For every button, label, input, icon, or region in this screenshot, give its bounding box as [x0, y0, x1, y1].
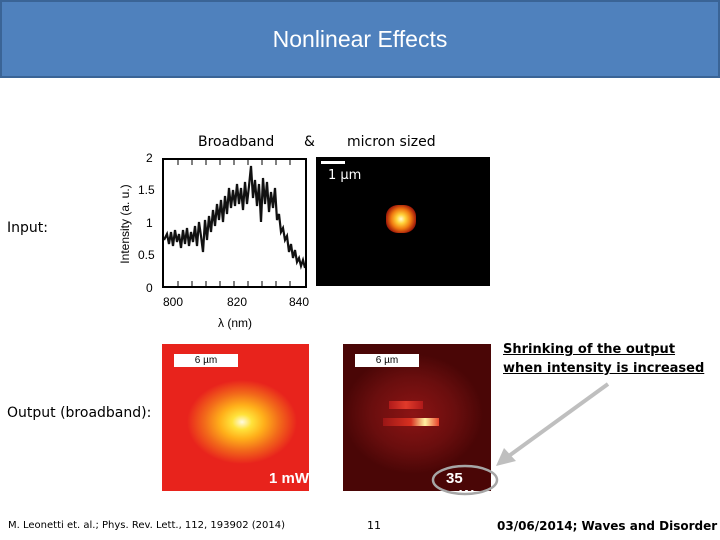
- light-spot: [386, 205, 416, 233]
- arrow-icon: [504, 382, 610, 460]
- annotation-text: Shrinking of the output when intensity i…: [503, 340, 704, 378]
- title-bar: Nonlinear Effects: [0, 0, 720, 78]
- heading-micron-sized: micron sized: [347, 134, 436, 150]
- scale-bar: [321, 161, 345, 164]
- heading-broadband: Broadband: [198, 134, 275, 150]
- power-label-1mw: 1 mW: [269, 470, 309, 487]
- scale-label: 1 µm: [328, 168, 362, 183]
- hot-band-upper: [389, 401, 423, 409]
- annotation-line-2: when intensity is increased: [503, 361, 705, 376]
- xtick-840: 840: [289, 295, 310, 309]
- annotation-line-1: Shrinking of the output: [503, 342, 676, 357]
- ytick-0: 0: [146, 281, 153, 295]
- light-spread: [182, 344, 309, 491]
- hot-band-lower: [383, 418, 439, 426]
- heading-ampersand: &: [304, 134, 315, 150]
- xtick-820: 820: [227, 295, 248, 309]
- x-axis-label: λ (nm): [218, 316, 252, 330]
- input-spot-image: 1 µm: [316, 157, 490, 286]
- ytick-1: 1: [146, 216, 153, 230]
- power-label-35mw: 35 mW: [446, 470, 474, 491]
- label-input: Input:: [7, 220, 48, 236]
- plot-area: [162, 158, 307, 288]
- page-number: 11: [367, 519, 381, 532]
- ytick-1-5: 1.5: [138, 183, 155, 197]
- highlight-ellipse: [431, 464, 499, 496]
- ytick-0-5: 0.5: [138, 248, 155, 262]
- label-output: Output (broadband):: [7, 405, 152, 421]
- date-event: 03/06/2014; Waves and Disorder: [497, 519, 718, 533]
- citation: M. Leonetti et. al.; Phys. Rev. Lett., 1…: [8, 520, 285, 531]
- spectrum-line: [164, 160, 305, 286]
- scale-box: 6 µm: [355, 354, 419, 367]
- scale-box: 6 µm: [174, 354, 238, 367]
- ytick-2: 2: [146, 151, 153, 165]
- output-image-1mw: 6 µm 1 mW: [162, 344, 309, 491]
- slide-title: Nonlinear Effects: [272, 25, 448, 52]
- arrowhead-icon: [496, 448, 516, 466]
- xtick-800: 800: [163, 295, 184, 309]
